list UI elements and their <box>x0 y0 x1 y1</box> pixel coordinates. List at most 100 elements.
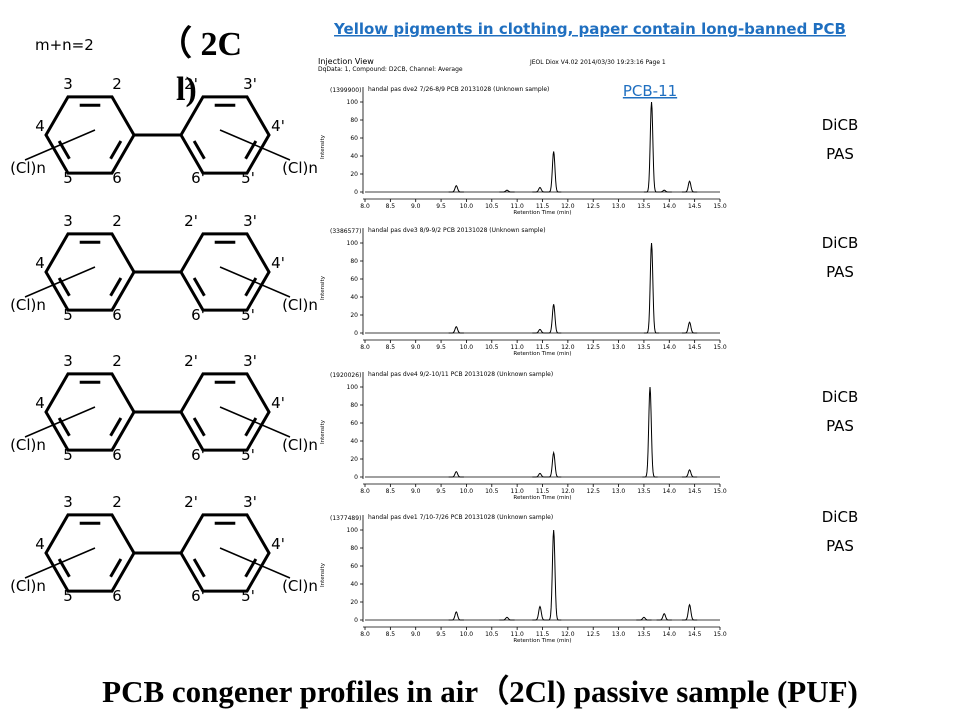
peak <box>499 616 515 621</box>
x-tick-label: 9.0 <box>411 631 421 638</box>
x-tick-label: 9.5 <box>436 488 446 495</box>
scale-label: (1377489) <box>330 515 361 522</box>
atom-label: 4 <box>35 117 45 135</box>
atom-label: (Cl)n <box>282 296 318 314</box>
x-tick-label: 14.0 <box>663 344 677 351</box>
x-tick-label: 13.5 <box>637 203 651 210</box>
benzene-ring <box>44 232 136 312</box>
atom-label: 4 <box>35 394 45 412</box>
atom-label: 2' <box>184 352 198 370</box>
y-tick-label: 0 <box>354 330 358 337</box>
x-tick-label: 10.0 <box>460 631 474 638</box>
x-tick-label: 14.5 <box>688 631 702 638</box>
y-tick-label: 0 <box>354 189 358 196</box>
x-tick-label: 9.5 <box>436 203 446 210</box>
peak <box>643 101 660 193</box>
x-tick-label: 15.0 <box>713 631 727 638</box>
sample-tag: DiCB <box>822 116 858 134</box>
peak <box>643 242 660 334</box>
peak <box>546 151 562 193</box>
atom-label: 6 <box>112 306 122 324</box>
x-tick-label: 10.5 <box>485 203 499 210</box>
y-tick-label: 40 <box>350 153 358 160</box>
y-tick-label: 20 <box>350 599 358 606</box>
x-tick-label: 13.5 <box>637 631 651 638</box>
atom-label: 3' <box>243 75 257 93</box>
peak <box>448 326 464 334</box>
atom-label: 6 <box>112 587 122 605</box>
substituent-bond <box>219 266 291 298</box>
atom-label: 4' <box>271 254 285 272</box>
sample-label: handal pas dve4 9/2-10/11 PCB 20131028 (… <box>368 371 553 378</box>
y-tick-label: 80 <box>350 258 358 265</box>
x-tick-label: 11.0 <box>510 203 524 210</box>
atom-label: 5 <box>63 169 73 187</box>
atom-label: (Cl)n <box>10 577 46 595</box>
peak <box>532 328 548 334</box>
sample-tag: PAS <box>826 263 854 281</box>
atom-label: 3' <box>243 212 257 230</box>
y-tick-label: 100 <box>347 527 359 534</box>
x-tick-label: 11.5 <box>536 631 550 638</box>
atom-label: 3 <box>63 352 73 370</box>
x-tick-label: 9.5 <box>436 344 446 351</box>
y-tick-label: 80 <box>350 402 358 409</box>
y-tick-label: 20 <box>350 456 358 463</box>
x-tick-label: 14.0 <box>663 488 677 495</box>
y-tick-label: 20 <box>350 312 358 319</box>
atom-label: (Cl)n <box>282 436 318 454</box>
atom-label: 2 <box>112 352 122 370</box>
x-tick-label: 12.5 <box>587 344 601 351</box>
x-tick-label: 9.5 <box>436 631 446 638</box>
x-tick-label: 12.5 <box>587 203 601 210</box>
x-tick-label: 12.0 <box>561 488 575 495</box>
x-tick-label: 8.0 <box>360 344 370 351</box>
benzene-ring <box>44 513 136 593</box>
double-bond <box>192 417 206 437</box>
substituent-bond <box>24 406 96 438</box>
x-tick-label: 15.0 <box>713 203 727 210</box>
y-tick-label: 100 <box>347 240 359 247</box>
x-axis-label: Retention Time (min) <box>513 210 571 216</box>
x-tick-label: 14.0 <box>663 631 677 638</box>
x-tick-label: 8.0 <box>360 631 370 638</box>
benzene-ring <box>179 372 271 452</box>
x-tick-label: 10.5 <box>485 488 499 495</box>
y-tick-label: 60 <box>350 135 358 142</box>
x-tick-label: 11.0 <box>510 488 524 495</box>
peak <box>681 321 698 334</box>
chart-title: Injection View <box>318 57 374 66</box>
peak <box>681 603 698 621</box>
y-tick-label: 100 <box>347 99 359 106</box>
sample-label: handal pas dve3 8/9-9/2 PCB 20131028 (Un… <box>368 227 546 234</box>
peak <box>532 186 548 193</box>
x-tick-label: 13.5 <box>637 488 651 495</box>
peak <box>448 185 464 193</box>
callout-link[interactable]: PCB-11 <box>623 82 677 100</box>
y-tick-label: 60 <box>350 276 358 283</box>
x-tick-label: 13.0 <box>612 344 626 351</box>
benzene-ring <box>179 95 271 175</box>
y-axis-label: Intensity <box>320 419 326 444</box>
x-tick-label: 8.5 <box>386 203 396 210</box>
sample-label: handal pas dve1 7/10-7/26 PCB 20131028 (… <box>368 514 553 521</box>
y-tick-label: 60 <box>350 420 358 427</box>
atom-label: 6 <box>112 169 122 187</box>
scale-label: (1399900) <box>330 87 361 94</box>
peak <box>642 386 658 478</box>
double-bond <box>192 277 206 297</box>
headline-link[interactable]: Yellow pigments in clothing, paper conta… <box>333 20 846 38</box>
x-axis-label: Retention Time (min) <box>513 495 571 501</box>
peak <box>532 472 548 478</box>
atom-label: 4' <box>271 117 285 135</box>
y-tick-label: 0 <box>354 474 358 481</box>
atom-label: 2 <box>112 212 122 230</box>
y-tick-label: 40 <box>350 581 358 588</box>
atom-label: 6' <box>191 169 205 187</box>
x-tick-label: 8.0 <box>360 203 370 210</box>
x-tick-label: 11.5 <box>536 488 550 495</box>
x-tick-label: 8.0 <box>360 488 370 495</box>
atom-label: (Cl)n <box>10 436 46 454</box>
sample-tag: DiCB <box>822 508 858 526</box>
peak <box>532 605 548 621</box>
